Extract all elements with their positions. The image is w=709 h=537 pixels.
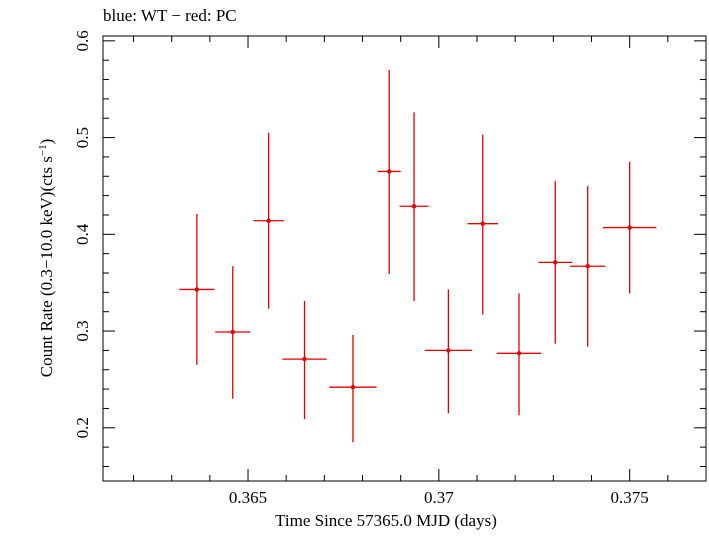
data-marker [194,287,200,292]
data-point [538,181,573,344]
data-point [570,185,606,347]
y-axis-label-tail: ) [37,139,56,145]
x-tick-label: 0.375 [611,488,649,507]
x-axis-label: Time Since 57365.0 MJD (days) [275,511,497,530]
y-tick-label: 0.5 [73,127,92,148]
plot-frame [102,35,707,482]
data-point [496,293,542,416]
data-series-pc [179,69,657,443]
data-point [253,132,284,309]
y-axis-label: Count Rate (0.3−10.0 keV)(cts s−1) [37,139,56,378]
y-tick-label: 0.2 [73,417,92,438]
y-axis-label-main: Count Rate (0.3−10.0 keV)(cts s [37,156,56,377]
x-tick-label: 0.37 [424,488,454,507]
y-tick-label: 0.6 [73,30,92,51]
data-point [377,69,401,274]
data-marker [627,225,632,230]
data-marker [230,329,235,335]
data-point [399,112,429,302]
data-point [602,161,657,294]
data-point [329,334,377,443]
y-tick-label: 0.4 [73,223,92,245]
data-marker [585,264,590,269]
data-marker [446,348,451,353]
y-axis-ticks: 0.2 0.3 0.4 0.5 0.6 [73,30,706,467]
y-tick-label: 0.3 [73,320,92,341]
chart-title: blue: WT − red: PC [103,6,237,25]
data-marker [387,169,392,174]
data-point [215,266,251,399]
data-marker [480,221,485,226]
data-marker [411,204,417,209]
data-point [424,289,473,414]
data-marker [266,218,271,223]
x-axis-ticks: 0.365 0.37 0.375 [133,36,707,507]
data-marker [350,384,356,390]
data-marker [516,351,522,356]
data-point [467,134,499,315]
data-point [179,214,215,365]
x-tick-label: 0.365 [229,488,267,507]
y-axis-label-superscript: −1 [37,144,49,156]
data-marker [302,356,307,362]
data-point [282,301,327,420]
data-marker [553,260,558,265]
